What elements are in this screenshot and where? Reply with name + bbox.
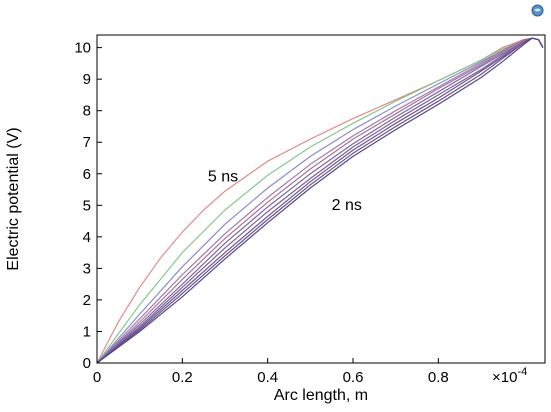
y-tick-label: 1 xyxy=(83,323,91,340)
x-tick-label: 0.4 xyxy=(257,369,278,386)
series-line-2 xyxy=(96,37,544,364)
y-tick-label: 4 xyxy=(83,229,91,246)
y-tick-label: 8 xyxy=(83,103,91,120)
y-tick-label: 3 xyxy=(83,260,91,277)
y-tick-label: 2 xyxy=(83,292,91,309)
globe-icon[interactable] xyxy=(531,4,544,17)
series-line-7 xyxy=(96,37,544,364)
y-tick-label: 0 xyxy=(83,355,91,372)
y-tick-label: 9 xyxy=(83,71,91,88)
x-tick-label: 0.6 xyxy=(343,369,364,386)
series-line-10 xyxy=(96,37,544,364)
y-tick-label: 6 xyxy=(83,166,91,183)
y-tick-label: 5 xyxy=(83,197,91,214)
annotations-layer: 5 ns 2 ns xyxy=(208,169,362,214)
series-line-9 xyxy=(96,37,544,364)
ticks-layer: 0 0.2 0.4 0.6 0.8 0 1 2 3 4 5 6 7 8 9 10 xyxy=(74,40,448,386)
annotation-label: 5 ns xyxy=(208,169,238,186)
series-layer xyxy=(96,37,544,364)
x-tick-label: 0.2 xyxy=(172,369,193,386)
x-tick-label: 0.8 xyxy=(428,369,449,386)
y-tick-label: 7 xyxy=(83,134,91,151)
series-line-5 xyxy=(96,37,544,364)
y-tick-label: 10 xyxy=(74,40,91,57)
series-line-4 xyxy=(96,37,544,364)
series-line-3 xyxy=(96,37,544,364)
series-line-6 xyxy=(96,37,544,364)
annotation-label: 2 ns xyxy=(332,197,362,214)
plot-frame xyxy=(96,34,546,364)
x-axis-label: Arc length, m xyxy=(274,387,368,404)
series-line-8 xyxy=(96,37,544,364)
series-line-1 xyxy=(96,37,544,364)
y-axis-label: Electric potential (V) xyxy=(5,127,22,270)
x-tick-label: 0 xyxy=(93,369,101,386)
x-axis-multiplier: ×10-4 xyxy=(492,366,527,386)
